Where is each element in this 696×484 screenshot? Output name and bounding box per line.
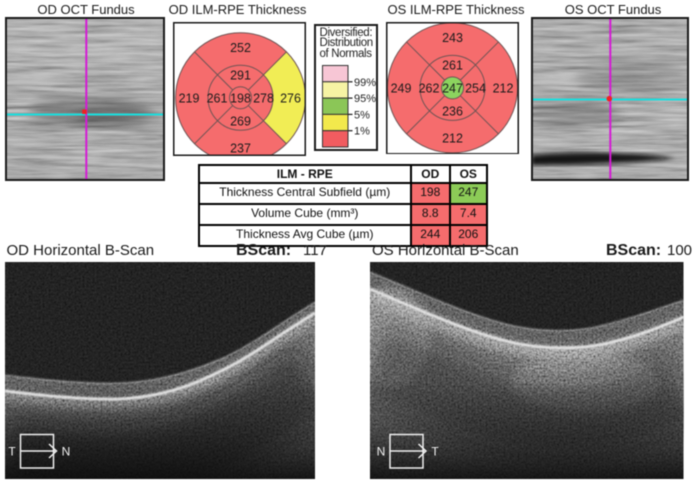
svg-text:261: 261	[442, 58, 463, 72]
svg-text:236: 236	[442, 104, 463, 118]
svg-text:247: 247	[442, 81, 463, 95]
svg-text:254: 254	[465, 81, 486, 95]
svg-text:252: 252	[230, 41, 251, 55]
svg-text:212: 212	[442, 131, 463, 145]
svg-text:262: 262	[419, 81, 440, 95]
svg-text:243: 243	[442, 30, 463, 44]
svg-text:N: N	[377, 445, 386, 459]
svg-text:278: 278	[253, 91, 274, 105]
svg-text:99%: 99%	[354, 77, 376, 89]
svg-text:N: N	[61, 445, 70, 459]
svg-text:95%: 95%	[354, 93, 376, 105]
svg-text:276: 276	[280, 91, 301, 105]
svg-text:5%: 5%	[354, 109, 370, 121]
svg-text:T: T	[431, 445, 439, 459]
svg-text:219: 219	[179, 91, 200, 105]
svg-text:198: 198	[230, 91, 251, 105]
svg-text:249: 249	[391, 81, 412, 95]
svg-text:237: 237	[230, 141, 251, 155]
svg-text:269: 269	[230, 114, 251, 128]
svg-text:1%: 1%	[354, 126, 370, 138]
svg-text:261: 261	[207, 91, 228, 105]
svg-text:291: 291	[230, 68, 251, 82]
svg-text:T: T	[8, 445, 16, 459]
svg-text:212: 212	[493, 81, 514, 95]
